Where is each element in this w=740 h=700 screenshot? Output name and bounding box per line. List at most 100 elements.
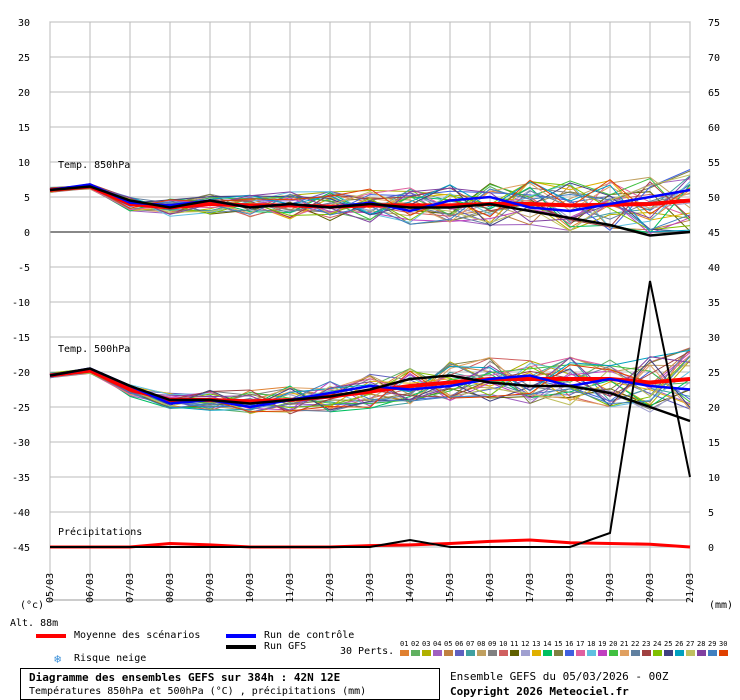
pert-number: 05 bbox=[444, 640, 453, 648]
x-tick-label: 18/03 bbox=[565, 573, 576, 603]
pert-number: 23 bbox=[642, 640, 651, 648]
pert-swatch bbox=[719, 650, 728, 656]
pert-swatch bbox=[411, 650, 420, 656]
left-tick-label: -5 bbox=[18, 263, 30, 274]
left-tick-label: -30 bbox=[12, 438, 30, 449]
x-tick-label: 17/03 bbox=[525, 573, 536, 603]
pert-swatch bbox=[620, 650, 629, 656]
pert-swatch bbox=[708, 650, 717, 656]
x-tick-label: 13/03 bbox=[365, 573, 376, 603]
left-tick-label: -45 bbox=[12, 543, 30, 554]
pert-swatch bbox=[521, 650, 530, 656]
right-tick-label: 55 bbox=[708, 158, 720, 169]
pert-number: 24 bbox=[653, 640, 662, 648]
pert-number: 21 bbox=[620, 640, 629, 648]
left-tick-label: 10 bbox=[18, 158, 30, 169]
left-tick-label: 30 bbox=[18, 18, 30, 29]
series-line bbox=[49, 367, 691, 423]
x-tick-label: 15/03 bbox=[445, 573, 456, 603]
pert-number: 20 bbox=[609, 640, 618, 648]
x-tick-label: 21/03 bbox=[685, 573, 696, 603]
perturbation-line bbox=[49, 178, 691, 218]
left-tick-label: -35 bbox=[12, 473, 30, 484]
x-tick-label: 14/03 bbox=[405, 573, 416, 603]
x-tick-label: 11/03 bbox=[285, 573, 296, 603]
x-tick-label: 05/03 bbox=[45, 573, 56, 603]
legend-mean-swatch bbox=[36, 634, 66, 638]
pert-swatch bbox=[543, 650, 552, 656]
series-line bbox=[49, 367, 691, 409]
pert-number: 07 bbox=[466, 640, 475, 648]
altitude-label: Alt. 88m bbox=[10, 618, 59, 629]
run-info: Ensemble GEFS du 05/03/2026 - 00Z bbox=[450, 670, 669, 683]
perturbation-line bbox=[49, 187, 691, 235]
pert-number: 09 bbox=[488, 640, 497, 648]
x-tick-label: 19/03 bbox=[605, 573, 616, 603]
pert-swatch bbox=[554, 650, 563, 656]
pert-number: 04 bbox=[433, 640, 442, 648]
pert-swatch bbox=[576, 650, 585, 656]
left-tick-label: -20 bbox=[12, 368, 30, 379]
x-tick-label: 12/03 bbox=[325, 573, 336, 603]
pert-number: 15 bbox=[554, 640, 563, 648]
legend-gfs-swatch bbox=[226, 645, 256, 649]
pert-number: 12 bbox=[521, 640, 530, 648]
x-tick-label: 20/03 bbox=[645, 573, 656, 603]
snowflake-icon: ❄ bbox=[54, 652, 62, 666]
pert-swatch bbox=[598, 650, 607, 656]
legend-perts-label: 30 Perts. bbox=[340, 646, 395, 657]
precip-line bbox=[50, 280, 691, 548]
right-tick-label: 65 bbox=[708, 88, 720, 99]
perturbation-line bbox=[49, 349, 691, 411]
pert-swatch bbox=[631, 650, 640, 656]
pert-swatch bbox=[686, 650, 695, 656]
pert-number: 17 bbox=[576, 640, 585, 648]
pert-number: 29 bbox=[708, 640, 717, 648]
pert-swatch bbox=[642, 650, 651, 656]
pert-number: 26 bbox=[675, 640, 684, 648]
perturbation-line bbox=[49, 182, 691, 233]
t850-label: Temp. 850hPa bbox=[58, 160, 131, 171]
x-tick-label: 09/03 bbox=[205, 573, 216, 603]
pert-number: 27 bbox=[686, 640, 695, 648]
legend-control-label: Run de contrôle bbox=[264, 630, 355, 641]
right-tick-label: 70 bbox=[708, 53, 720, 64]
precip-label: Précipitations bbox=[58, 527, 143, 538]
perturbation-line bbox=[49, 176, 691, 223]
pert-number: 08 bbox=[477, 640, 486, 648]
series-line bbox=[49, 185, 691, 237]
pert-swatch bbox=[400, 650, 409, 656]
left-tick-label: -15 bbox=[12, 333, 30, 344]
left-axis-unit: (°c) bbox=[20, 600, 45, 611]
pert-number: 28 bbox=[697, 640, 706, 648]
copyright: Copyright 2026 Meteociel.fr bbox=[450, 685, 629, 698]
pert-swatch bbox=[565, 650, 574, 656]
left-tick-label: -40 bbox=[12, 508, 30, 519]
left-tick-label: 0 bbox=[24, 228, 30, 239]
pert-swatch bbox=[653, 650, 662, 656]
pert-number: 01 bbox=[400, 640, 409, 648]
pert-swatch bbox=[510, 650, 519, 656]
legend-control-swatch bbox=[226, 634, 256, 638]
left-tick-label: -25 bbox=[12, 403, 30, 414]
pert-number: 16 bbox=[565, 640, 574, 648]
pert-swatch bbox=[488, 650, 497, 656]
perturbation-line bbox=[49, 359, 691, 413]
perturbation-line bbox=[49, 356, 691, 411]
right-axis-unit: (mm) bbox=[709, 600, 734, 611]
legend-mean-label: Moyenne des scénarios bbox=[74, 630, 201, 641]
t500-label: Temp. 500hPa bbox=[58, 344, 131, 355]
left-tick-label: -10 bbox=[12, 298, 30, 309]
chart-title: Diagramme des ensembles GEFS sur 384h : … bbox=[29, 671, 341, 684]
left-tick-label: 15 bbox=[18, 123, 30, 134]
right-tick-label: 15 bbox=[708, 438, 720, 449]
right-tick-label: 0 bbox=[708, 543, 714, 554]
x-tick-label: 16/03 bbox=[485, 573, 496, 603]
pert-swatch bbox=[455, 650, 464, 656]
right-tick-label: 20 bbox=[708, 403, 720, 414]
chart-caption-box: Diagramme des ensembles GEFS sur 384h : … bbox=[20, 668, 440, 700]
right-tick-label: 60 bbox=[708, 123, 720, 134]
right-tick-label: 50 bbox=[708, 193, 720, 204]
pert-number: 25 bbox=[664, 640, 673, 648]
